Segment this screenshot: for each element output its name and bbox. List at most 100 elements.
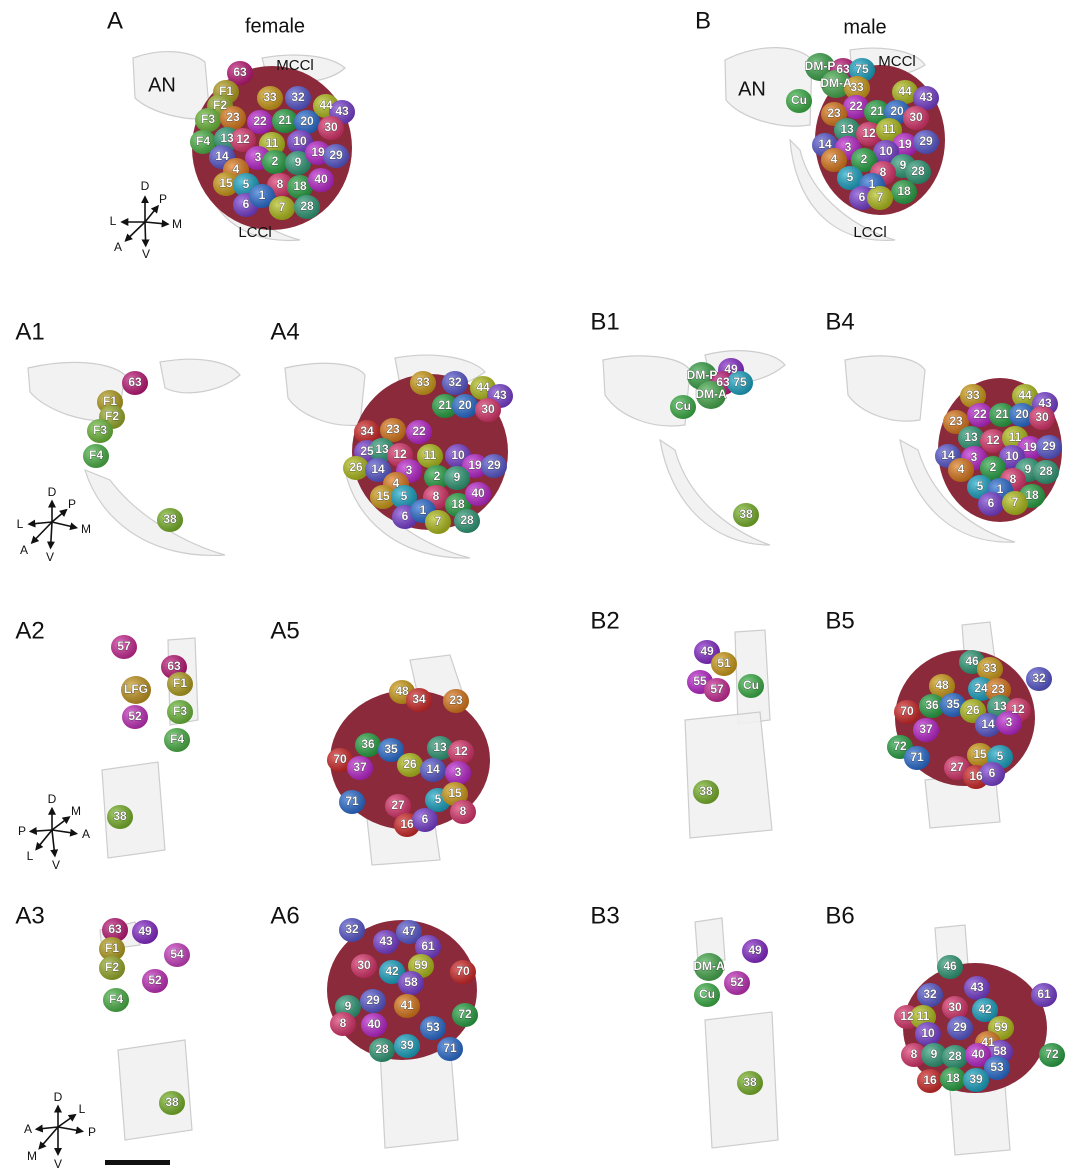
glomerulus-shade (420, 758, 446, 782)
glomerulus-label: 28 (460, 513, 474, 527)
orientation-letter: P (88, 1125, 96, 1139)
orientation-letter: M (71, 804, 81, 818)
glomerulus-label: 6 (859, 190, 866, 204)
glomerulus-label: 12 (393, 447, 407, 461)
glomerulus-label: 33 (263, 90, 277, 104)
glomerulus-shade (159, 1091, 185, 1115)
panel-label: B3 (590, 902, 619, 929)
glomerulus-label: 35 (946, 697, 960, 711)
glomerulus-shade (132, 920, 158, 944)
glomerulus-label: 58 (993, 1044, 1007, 1058)
glomerulus-label: 5 (997, 749, 1004, 763)
orientation-letter: D (48, 485, 57, 499)
orientation-letter: D (48, 792, 57, 806)
glomerulus-shade (167, 700, 193, 724)
glomerulus-shade (901, 1043, 927, 1067)
glomerulus-label: 51 (717, 656, 731, 670)
glomerulus-shade (164, 728, 190, 752)
glomerulus-label: 6 (243, 197, 250, 211)
glomerulus-shade (1002, 491, 1028, 515)
glomerulus-label: 14 (818, 137, 832, 151)
glomerulus-shade (921, 1043, 947, 1067)
glomerulus-shade (111, 635, 137, 659)
glomerulus-shade (369, 1038, 395, 1062)
glomerulus-label: 35 (384, 742, 398, 756)
glomerulus-label: F3 (93, 423, 107, 437)
glomerulus-shade (867, 186, 893, 210)
glomerulus-shade (103, 988, 129, 1012)
glomerulus-label: F2 (213, 98, 227, 112)
glomerulus-label: 28 (300, 199, 314, 213)
glomerulus-label: 23 (449, 693, 463, 707)
orientation-letter: M (27, 1149, 37, 1163)
glomerulus-label: 52 (730, 975, 744, 989)
orientation-arrow (141, 221, 150, 248)
glomerulus-label: 4 (393, 476, 400, 490)
glomerulus-label: 6 (989, 766, 996, 780)
glomerulus-shade (940, 1067, 966, 1091)
glomerulus-shade (425, 510, 451, 534)
glomerulus-label: F4 (196, 134, 210, 148)
glomerulus-shade (190, 130, 216, 154)
orientation-letter: P (159, 192, 167, 206)
glomerulus-label: DM-A (695, 387, 727, 401)
orientation-arrow (35, 829, 53, 851)
glomerulus-label: 18 (946, 1071, 960, 1085)
glomerulus-label: 4 (233, 162, 240, 176)
glomerulus-label: 18 (293, 179, 307, 193)
glomerulus-shade (285, 86, 311, 110)
glomerulus-shade (415, 935, 441, 959)
glomerulus-label: 2 (434, 469, 441, 483)
glomerulus-shade (448, 740, 474, 764)
glomerulus-label: Cu (699, 987, 715, 1001)
glomerulus-label: 12 (454, 744, 468, 758)
orientation-arrow (144, 204, 159, 223)
orientation-letter: L (17, 517, 24, 531)
structure-outline (659, 438, 771, 546)
glomerulus-label: 21 (995, 407, 1009, 421)
glomerulus-shade (327, 748, 353, 772)
glomerulus-shade (1009, 403, 1035, 427)
glomerulus-label: 1 (420, 503, 427, 517)
glomerulus-label: 75 (733, 375, 747, 389)
glomerulus-label: 49 (748, 943, 762, 957)
glomerulus-shade (454, 509, 480, 533)
glomerulus-label: 23 (949, 414, 963, 428)
glomerulus-shade (394, 994, 420, 1018)
orientation-letter: L (79, 1102, 86, 1116)
panel-label: A6 (270, 902, 299, 929)
glomerulus-label: 29 (329, 148, 343, 162)
glomerulus-label: 8 (880, 165, 887, 179)
glomerulus-label: 2 (861, 152, 868, 166)
panel-label: A (107, 7, 123, 34)
glomerulus-label: 32 (1032, 671, 1046, 685)
glomerulus-shade (1036, 435, 1062, 459)
glomerulus-label: 49 (138, 924, 152, 938)
orientation-key: DP L M A V (110, 179, 182, 261)
structure-label: LCCl (853, 224, 886, 241)
glomerulus-shade (876, 118, 902, 142)
panel: 49 DM-A 52 Cu 38 B3 (590, 902, 779, 1149)
glomerulus-shade (1039, 1043, 1065, 1067)
panel-title: female (245, 15, 305, 37)
glomerulus-label: 44 (476, 380, 490, 394)
panel-label: A2 (15, 617, 44, 644)
glomerulus-label: 10 (921, 1026, 935, 1040)
glomerulus-label: 11 (917, 1009, 930, 1023)
glomerulus-label: 71 (910, 750, 924, 764)
glomerulus-shade (102, 918, 128, 942)
orientation-letter: A (20, 543, 28, 557)
glomerulus-shade (318, 116, 344, 140)
structure-label: AN (738, 78, 766, 100)
glomerulus-label: 61 (1037, 987, 1051, 1001)
orientation-arrow (144, 219, 170, 228)
glomerulus-label: 44 (898, 84, 912, 98)
glomerulus-label: F2 (105, 960, 119, 974)
orientation-arrow (51, 828, 79, 837)
glomerulus-label: 13 (964, 430, 978, 444)
glomerulus-shade (370, 485, 396, 509)
glomerulus-label: 1 (997, 482, 1004, 496)
glomerulus-label: F4 (170, 732, 184, 746)
orientation-arrow (51, 816, 71, 831)
